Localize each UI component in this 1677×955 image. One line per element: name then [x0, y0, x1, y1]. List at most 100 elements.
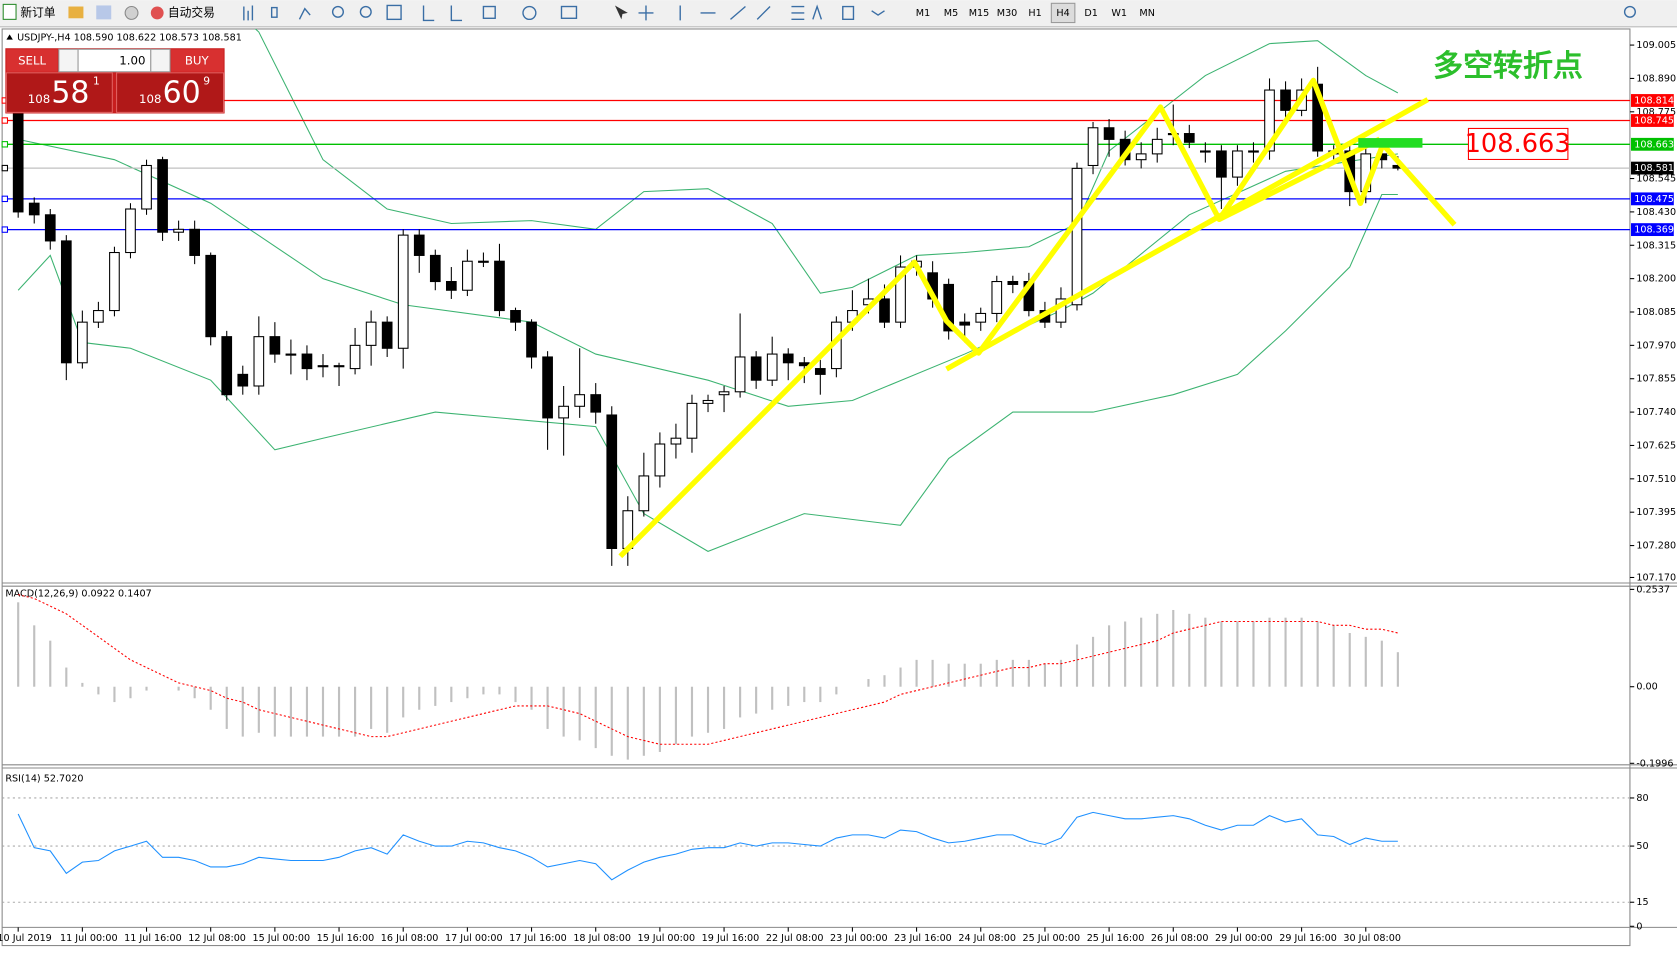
candle-body — [991, 281, 1003, 314]
timeframe-button[interactable]: W1 — [1111, 8, 1127, 19]
candle-body — [141, 164, 152, 210]
timeframe-button[interactable]: H1 — [1028, 8, 1041, 19]
timeframe-button[interactable]: D1 — [1084, 8, 1098, 19]
zoom-out[interactable] — [359, 5, 372, 18]
candle-body — [189, 228, 200, 256]
periods[interactable] — [522, 5, 537, 21]
macd-bar — [787, 686, 790, 706]
drawing-tools[interactable] — [638, 5, 805, 21]
bar-chart-tool[interactable] — [243, 5, 254, 21]
candle-body — [413, 234, 425, 256]
candle-body — [317, 365, 329, 368]
timeframe-button[interactable]: M1 — [916, 8, 930, 19]
macd-bar — [193, 686, 196, 699]
macd-bar — [177, 686, 180, 691]
macd-bar — [1091, 636, 1095, 687]
level-label: 108.663 — [1634, 139, 1674, 150]
timeframe-button[interactable]: H4 — [1056, 8, 1069, 19]
macd-bar — [594, 686, 597, 749]
macd-bar — [803, 686, 806, 703]
lot-down[interactable] — [58, 48, 79, 73]
macd-bar — [739, 686, 742, 718]
buy-price[interactable] — [116, 72, 225, 113]
search[interactable] — [1623, 5, 1636, 18]
symbol-arrow[interactable] — [6, 34, 13, 40]
timeframe-bar: M1 M5 M15 M30 H1 H4 D1 W1 MN — [916, 2, 1155, 24]
templates[interactable] — [560, 5, 578, 19]
y-tick-label: 107.970 — [1636, 340, 1676, 351]
scroll-tools[interactable] — [422, 5, 463, 22]
macd-bar — [931, 659, 934, 687]
timeframe-button[interactable]: MN — [1139, 8, 1154, 19]
level-marker — [1, 195, 9, 203]
tile-windows[interactable] — [386, 4, 402, 21]
timeframe-button[interactable]: M5 — [944, 8, 958, 19]
toolbar-icon[interactable] — [96, 5, 112, 20]
macd-bar — [1156, 613, 1159, 687]
new-order-button[interactable]: 新订单 — [20, 5, 55, 19]
timeframe-button[interactable]: M30 — [997, 8, 1018, 19]
rsi-line — [17, 811, 1398, 881]
toolbar — [0, 0, 1677, 27]
auto-trading-icon[interactable] — [150, 6, 164, 20]
candle-body — [606, 414, 618, 549]
macd-bar — [225, 686, 228, 729]
macd-bar — [1140, 617, 1143, 687]
sell-button[interactable] — [6, 49, 58, 72]
y-tick-label: 107.170 — [1636, 572, 1676, 583]
macd-bar — [113, 686, 116, 703]
macd-bar — [1268, 617, 1271, 687]
hand-drawn-analysis — [618, 77, 1457, 559]
indicators[interactable] — [482, 5, 496, 19]
candle-body — [718, 391, 730, 396]
candle-body — [125, 208, 136, 254]
sell-label[interactable]: SELL — [18, 54, 46, 68]
macd-bar — [81, 682, 84, 687]
candle-body — [526, 321, 537, 358]
zoom-in[interactable] — [331, 5, 345, 18]
macd-bar — [1108, 625, 1111, 687]
toolbar-icon[interactable] — [124, 5, 139, 20]
buy-label[interactable]: BUY — [185, 54, 210, 68]
bollinger-band — [254, 28, 1399, 294]
bollinger-band — [17, 193, 1398, 552]
level-label: 108.369 — [1634, 225, 1674, 236]
candle-tool[interactable] — [270, 6, 278, 18]
x-tick-label: 26 Jul 08:00 — [1151, 933, 1209, 944]
level-marker — [1, 226, 9, 233]
sell-price[interactable] — [5, 72, 113, 113]
y-tick-label: 0.00 — [1636, 682, 1657, 693]
line-chart-tool[interactable] — [298, 7, 311, 20]
x-tick-label: 29 Jul 00:00 — [1215, 933, 1273, 944]
level-label-bg — [1631, 137, 1674, 151]
timeframe-button[interactable]: M15 — [969, 8, 990, 19]
macd-bar — [562, 686, 565, 737]
buy-button[interactable] — [171, 49, 224, 72]
macd-bar — [466, 686, 469, 699]
candle-body — [654, 443, 666, 477]
toolbar-icon[interactable] — [68, 6, 84, 19]
level-label: 108.581 — [1634, 163, 1674, 174]
macd-bar — [722, 686, 726, 729]
candle-body — [221, 336, 233, 396]
y-tick-label: -0.1996 — [1636, 758, 1673, 769]
candle-body — [975, 312, 987, 323]
lot-up[interactable] — [150, 48, 171, 73]
macd-bar — [706, 686, 710, 733]
lot-value[interactable]: 1.00 — [119, 54, 145, 68]
level-label: 108.475 — [1634, 194, 1674, 205]
macd-bar — [1284, 617, 1287, 687]
new-order-icon[interactable] — [2, 3, 17, 20]
candle-body — [445, 281, 457, 291]
auto-trading-button[interactable]: 自动交易 — [168, 5, 215, 19]
cursor-tool[interactable] — [614, 5, 628, 20]
macd-bar — [337, 686, 341, 737]
y-tick-label: 108.200 — [1636, 274, 1676, 285]
macd-bar — [145, 686, 148, 691]
x-tick-label: 29 Jul 16:00 — [1279, 933, 1337, 944]
buy-price-frac: 9 — [203, 74, 210, 87]
macd-bar — [434, 686, 437, 706]
objects-tools[interactable] — [812, 4, 885, 21]
candle-body — [333, 365, 345, 368]
